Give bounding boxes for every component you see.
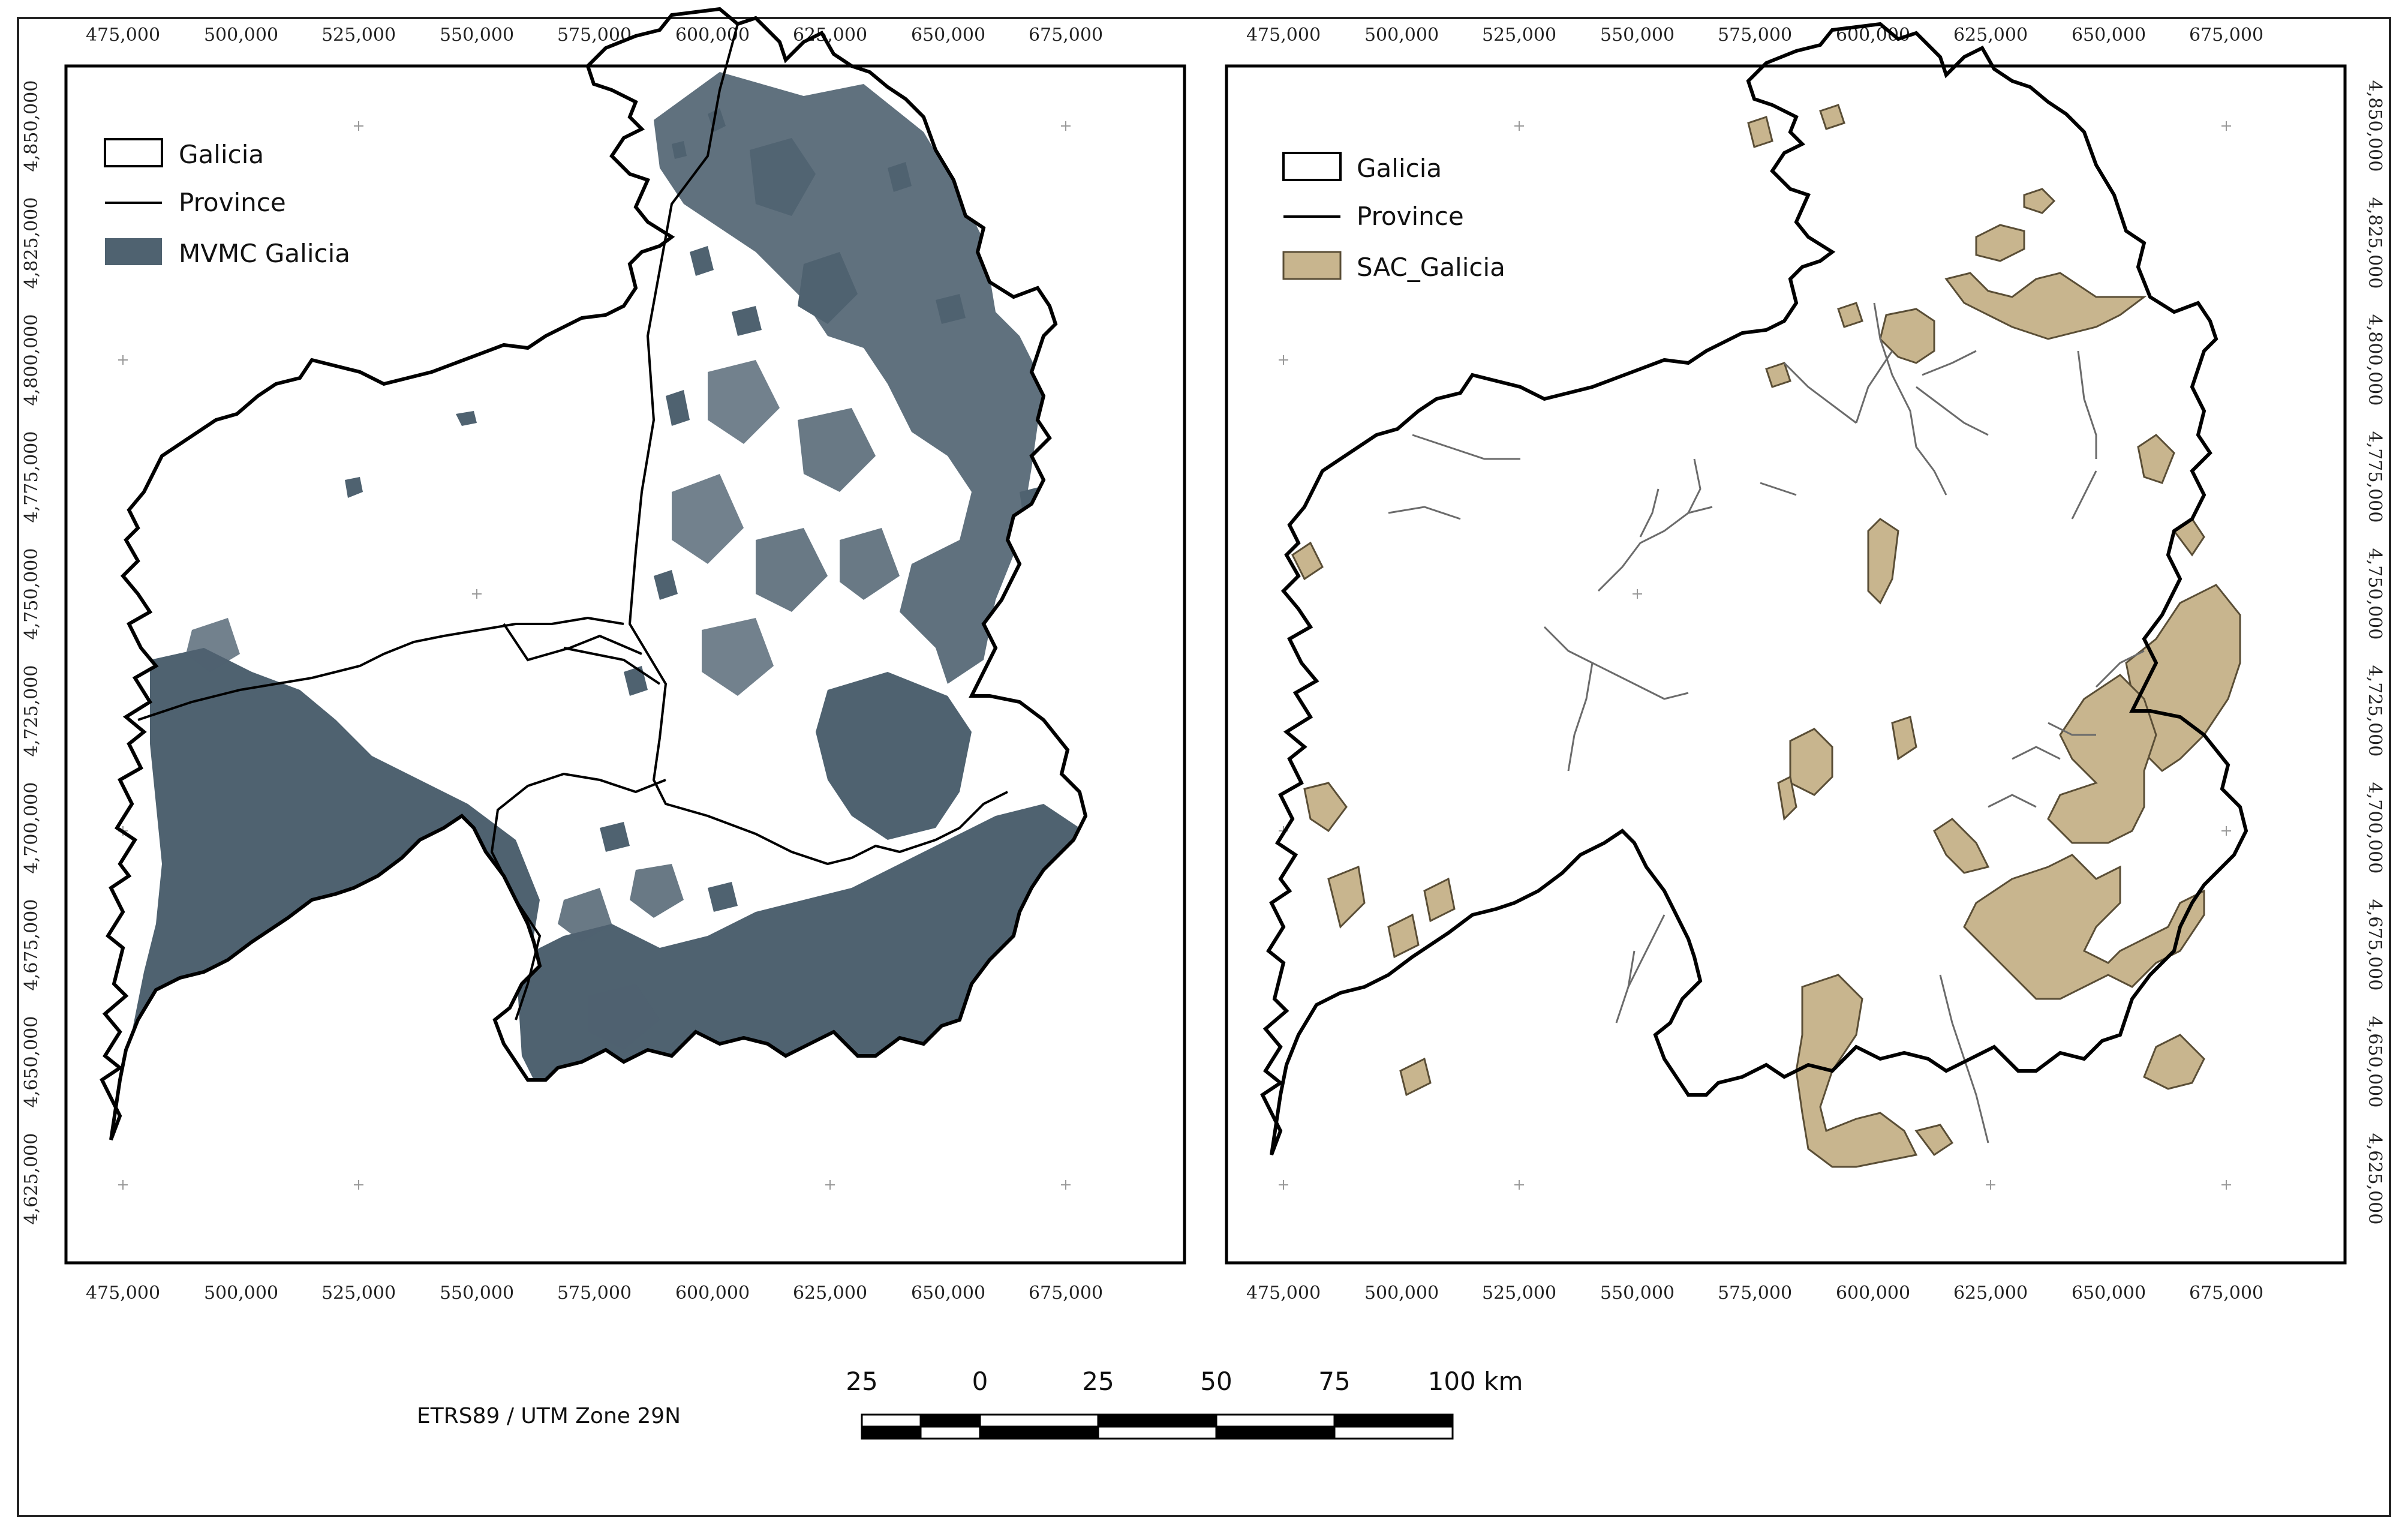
y-tick-label: 4,700,000 bbox=[2364, 782, 2385, 874]
y-tick-label: 4,675,000 bbox=[21, 899, 42, 991]
legend-label: SAC_Galicia bbox=[1357, 253, 1505, 282]
x-tick-label: 650,000 bbox=[911, 1283, 985, 1304]
x-tick-label: 675,000 bbox=[1029, 1283, 1103, 1304]
y-tick-label: 4,775,000 bbox=[2364, 431, 2385, 523]
map-panel-sac: Galicia Province SAC_Galicia bbox=[1225, 24, 2347, 1265]
x-tick-label: 525,000 bbox=[321, 25, 396, 46]
x-tick-label: 675,000 bbox=[1029, 25, 1103, 46]
x-tick-label: 575,000 bbox=[557, 1283, 632, 1304]
legend-swatch-mvmc bbox=[105, 238, 162, 265]
right-y-axis-labels: 4,850,000 4,825,000 4,800,000 4,775,000 … bbox=[2364, 80, 2385, 1225]
x-tick-label: 525,000 bbox=[1482, 25, 1556, 46]
scale-label: 75 bbox=[1318, 1367, 1350, 1396]
top-axis-labels-left: 475,000 500,000 525,000 550,000 575,000 … bbox=[86, 25, 1103, 46]
left-y-axis-labels: 4,850,000 4,825,000 4,800,000 4,775,000 … bbox=[21, 80, 42, 1225]
scale-label: 25 bbox=[846, 1367, 877, 1396]
y-tick-label: 4,625,000 bbox=[2364, 1133, 2385, 1225]
y-tick-label: 4,650,000 bbox=[21, 1016, 42, 1108]
y-tick-label: 4,800,000 bbox=[2364, 314, 2385, 406]
bottom-axis-labels-left: 475,000 500,000 525,000 550,000 575,000 … bbox=[86, 1283, 1103, 1304]
y-tick-label: 4,750,000 bbox=[2364, 548, 2385, 640]
map-frame bbox=[64, 64, 1186, 1265]
y-tick-label: 4,825,000 bbox=[21, 197, 42, 289]
x-tick-label: 650,000 bbox=[911, 25, 985, 46]
y-tick-label: 4,725,000 bbox=[2364, 665, 2385, 757]
x-tick-label: 550,000 bbox=[440, 25, 514, 46]
y-tick-label: 4,650,000 bbox=[2364, 1016, 2385, 1108]
x-tick-label: 625,000 bbox=[1953, 1283, 2028, 1304]
x-tick-label: 600,000 bbox=[675, 1283, 750, 1304]
legend-mvmc: Galicia Province MVMC Galicia bbox=[104, 138, 350, 268]
legend-label: Province bbox=[179, 188, 286, 217]
map-panel-mvmc: Galicia Province MVMC Galicia bbox=[64, 9, 1186, 1265]
y-tick-label: 4,850,000 bbox=[2364, 80, 2385, 172]
crs-label: ETRS89 / UTM Zone 29N bbox=[417, 1404, 681, 1428]
x-tick-label: 475,000 bbox=[1246, 1283, 1321, 1304]
legend-sac: Galicia Province SAC_Galicia bbox=[1282, 152, 1505, 282]
x-tick-label: 650,000 bbox=[2072, 1283, 2146, 1304]
bottom-axis-labels-right: 475,000 500,000 525,000 550,000 575,000 … bbox=[1246, 1283, 2263, 1304]
y-tick-label: 4,850,000 bbox=[21, 80, 42, 172]
x-tick-label: 625,000 bbox=[793, 1283, 867, 1304]
x-tick-label: 675,000 bbox=[2189, 1283, 2263, 1304]
scale-label: 25 bbox=[1082, 1367, 1114, 1396]
x-tick-label: 475,000 bbox=[1246, 25, 1321, 46]
x-tick-label: 550,000 bbox=[1600, 1283, 1675, 1304]
y-tick-label: 4,750,000 bbox=[21, 548, 42, 640]
legend-swatch-sac bbox=[1282, 251, 1342, 280]
x-tick-label: 525,000 bbox=[321, 1283, 396, 1304]
y-tick-label: 4,825,000 bbox=[2364, 197, 2385, 289]
x-tick-label: 625,000 bbox=[1953, 25, 2028, 46]
province-boundaries bbox=[137, 23, 1008, 1020]
x-tick-label: 475,000 bbox=[86, 25, 160, 46]
sac-areas bbox=[1291, 104, 2241, 1168]
x-tick-label: 675,000 bbox=[2189, 25, 2263, 46]
scale-bar: 25 0 25 50 75 100 km bbox=[846, 1367, 1523, 1440]
legend-label: Province bbox=[1357, 202, 1464, 231]
x-tick-label: 525,000 bbox=[1482, 1283, 1556, 1304]
legend-label: Galicia bbox=[1357, 154, 1442, 183]
mvmc-patches bbox=[132, 72, 1080, 1128]
graticule-marks bbox=[118, 121, 1071, 1190]
x-tick-label: 575,000 bbox=[1718, 25, 1792, 46]
scale-label: 50 bbox=[1200, 1367, 1232, 1396]
scale-label: 0 bbox=[972, 1367, 988, 1396]
y-tick-label: 4,725,000 bbox=[21, 665, 42, 757]
y-tick-label: 4,675,000 bbox=[2364, 899, 2385, 991]
x-tick-label: 600,000 bbox=[1836, 1283, 1910, 1304]
x-tick-label: 550,000 bbox=[1600, 25, 1675, 46]
x-tick-label: 650,000 bbox=[2072, 25, 2146, 46]
x-tick-label: 575,000 bbox=[1718, 1283, 1792, 1304]
x-tick-label: 500,000 bbox=[204, 25, 278, 46]
x-tick-label: 500,000 bbox=[1364, 25, 1439, 46]
x-tick-label: 500,000 bbox=[204, 1283, 278, 1304]
figure-border bbox=[17, 17, 2391, 1517]
x-tick-label: 475,000 bbox=[86, 1283, 160, 1304]
y-tick-label: 4,625,000 bbox=[21, 1133, 42, 1225]
y-tick-label: 4,775,000 bbox=[21, 431, 42, 523]
scale-label: 100 km bbox=[1428, 1367, 1523, 1396]
x-tick-label: 600,000 bbox=[675, 25, 750, 46]
river-network bbox=[1388, 302, 2145, 1143]
y-tick-label: 4,800,000 bbox=[21, 314, 42, 406]
legend-label: MVMC Galicia bbox=[179, 239, 350, 268]
x-tick-label: 550,000 bbox=[440, 1283, 514, 1304]
y-tick-label: 4,700,000 bbox=[21, 782, 42, 874]
legend-swatch-galicia bbox=[104, 138, 163, 167]
top-axis-labels-right: 475,000 500,000 525,000 550,000 575,000 … bbox=[1246, 25, 2263, 46]
legend-swatch-galicia bbox=[1282, 152, 1342, 181]
legend-label: Galicia bbox=[179, 140, 264, 169]
x-tick-label: 500,000 bbox=[1364, 1283, 1439, 1304]
